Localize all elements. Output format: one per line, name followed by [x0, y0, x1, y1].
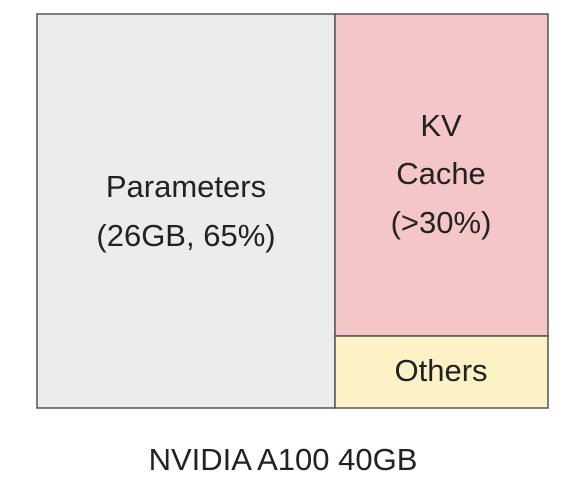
block-label: KV: [420, 108, 462, 143]
block-label: (>30%): [391, 205, 492, 240]
block-label: (26GB, 65%): [96, 218, 275, 253]
block-label: Parameters: [106, 169, 266, 204]
parameters-block: [36, 13, 336, 409]
caption: NVIDIA A100 40GB: [149, 442, 418, 477]
kv-cache-block: [334, 13, 549, 337]
block-label: Cache: [396, 156, 486, 191]
others-block: [334, 335, 549, 409]
block-label: Others: [394, 353, 487, 388]
